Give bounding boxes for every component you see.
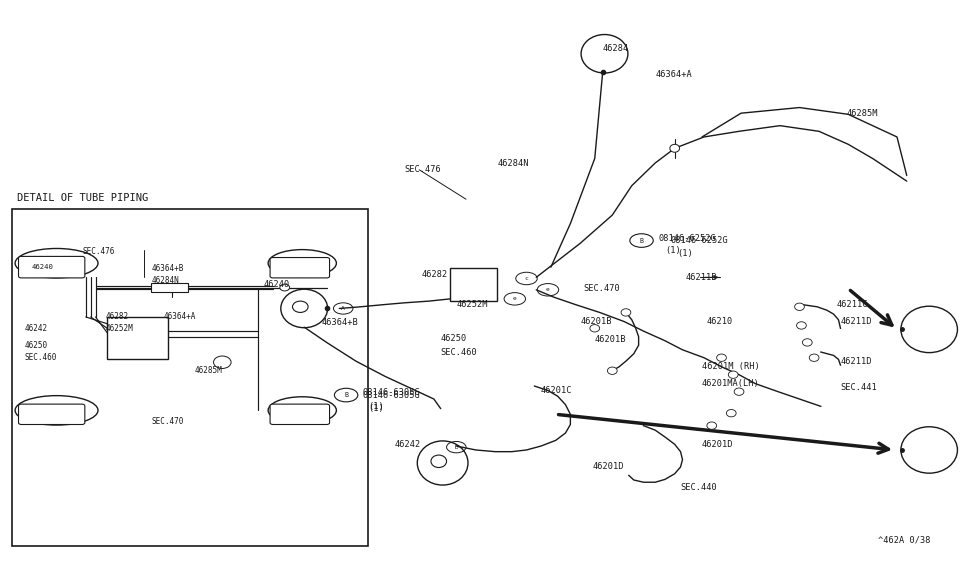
Text: 46211D: 46211D bbox=[840, 357, 872, 366]
Ellipse shape bbox=[16, 396, 98, 425]
Text: SEC.441: SEC.441 bbox=[840, 383, 878, 392]
Ellipse shape bbox=[268, 250, 336, 277]
Ellipse shape bbox=[281, 289, 328, 328]
Ellipse shape bbox=[901, 306, 957, 353]
Ellipse shape bbox=[214, 356, 231, 368]
Text: e: e bbox=[546, 288, 550, 292]
Text: 46364+A: 46364+A bbox=[655, 70, 692, 79]
Ellipse shape bbox=[707, 422, 717, 429]
Bar bbox=[107, 317, 168, 359]
Text: 46201M (RH): 46201M (RH) bbox=[702, 362, 760, 371]
Text: 46284N: 46284N bbox=[151, 276, 178, 285]
Text: DETAIL OF TUBE PIPING: DETAIL OF TUBE PIPING bbox=[17, 192, 148, 203]
Text: SEC.476: SEC.476 bbox=[83, 247, 115, 256]
Ellipse shape bbox=[726, 410, 736, 417]
Text: 46242: 46242 bbox=[395, 440, 421, 449]
Text: 46252M: 46252M bbox=[456, 300, 488, 309]
Text: 46242: 46242 bbox=[24, 324, 48, 333]
Text: 46250: 46250 bbox=[24, 341, 48, 350]
Ellipse shape bbox=[581, 35, 628, 73]
Text: A: A bbox=[341, 306, 345, 311]
Text: 08146-6305G: 08146-6305G bbox=[363, 388, 420, 397]
Text: (1): (1) bbox=[369, 402, 384, 411]
Text: 46364+B: 46364+B bbox=[151, 264, 183, 273]
FancyBboxPatch shape bbox=[19, 256, 85, 278]
Ellipse shape bbox=[280, 284, 290, 291]
Text: SEC.470: SEC.470 bbox=[583, 284, 620, 293]
FancyBboxPatch shape bbox=[270, 258, 330, 278]
Text: SEC.476: SEC.476 bbox=[405, 165, 442, 174]
Bar bbox=[450, 268, 497, 301]
Text: (1): (1) bbox=[678, 248, 693, 258]
Text: 46364+A: 46364+A bbox=[164, 312, 196, 321]
Ellipse shape bbox=[607, 367, 617, 375]
Text: 46240: 46240 bbox=[31, 264, 53, 271]
Text: 46285M: 46285M bbox=[846, 109, 878, 118]
Ellipse shape bbox=[621, 309, 631, 316]
Ellipse shape bbox=[809, 354, 819, 362]
Text: 08146-6252G: 08146-6252G bbox=[658, 234, 716, 243]
Ellipse shape bbox=[901, 427, 957, 473]
Text: 46364+B: 46364+B bbox=[322, 318, 359, 327]
Text: 46282: 46282 bbox=[421, 270, 448, 279]
Text: 46250: 46250 bbox=[441, 334, 467, 343]
Text: (1): (1) bbox=[665, 246, 681, 255]
Text: 46284: 46284 bbox=[603, 44, 629, 53]
Text: B: B bbox=[640, 238, 644, 243]
Text: SEC.460: SEC.460 bbox=[441, 348, 478, 357]
Text: 46282: 46282 bbox=[105, 312, 129, 321]
Text: SEC.460: SEC.460 bbox=[24, 353, 57, 362]
Text: B: B bbox=[344, 392, 348, 398]
Ellipse shape bbox=[734, 388, 744, 395]
Text: e: e bbox=[513, 297, 517, 301]
Ellipse shape bbox=[797, 321, 806, 329]
Text: 46284N: 46284N bbox=[497, 158, 528, 168]
Ellipse shape bbox=[417, 441, 468, 485]
Text: 46240: 46240 bbox=[263, 280, 290, 289]
Bar bbox=[12, 209, 368, 546]
Text: (1): (1) bbox=[369, 404, 384, 413]
Text: 46210: 46210 bbox=[707, 317, 733, 326]
Ellipse shape bbox=[795, 303, 804, 310]
Text: SEC.440: SEC.440 bbox=[681, 483, 718, 492]
Ellipse shape bbox=[16, 248, 98, 278]
Text: 08146-6252G: 08146-6252G bbox=[671, 236, 728, 245]
Ellipse shape bbox=[292, 301, 308, 312]
Text: SEC.470: SEC.470 bbox=[151, 417, 183, 426]
Text: 46211D: 46211D bbox=[840, 317, 872, 326]
FancyBboxPatch shape bbox=[270, 404, 330, 424]
Text: 46201D: 46201D bbox=[702, 440, 733, 449]
Ellipse shape bbox=[268, 397, 336, 424]
Text: 08146-6305G: 08146-6305G bbox=[363, 391, 420, 400]
Text: 46252M: 46252M bbox=[105, 324, 133, 333]
Text: 46211B: 46211B bbox=[685, 273, 717, 282]
Text: ^462A 0/38: ^462A 0/38 bbox=[878, 535, 930, 544]
Ellipse shape bbox=[802, 338, 812, 346]
Text: D: D bbox=[454, 445, 458, 449]
Text: c: c bbox=[525, 276, 528, 281]
Text: 46284: 46284 bbox=[307, 264, 331, 273]
Text: 46201B: 46201B bbox=[595, 335, 626, 344]
Text: 46285M: 46285M bbox=[195, 366, 222, 375]
Ellipse shape bbox=[717, 354, 726, 362]
Text: 46201D: 46201D bbox=[593, 462, 624, 471]
Text: 46201C: 46201C bbox=[540, 386, 571, 395]
Bar bbox=[151, 283, 188, 292]
Text: 46211C: 46211C bbox=[837, 300, 868, 309]
Text: 46201B: 46201B bbox=[580, 317, 611, 326]
Text: 46201MA(LH): 46201MA(LH) bbox=[702, 379, 760, 388]
FancyBboxPatch shape bbox=[19, 404, 85, 424]
Ellipse shape bbox=[728, 371, 738, 378]
Ellipse shape bbox=[670, 144, 680, 152]
Ellipse shape bbox=[590, 325, 600, 332]
Ellipse shape bbox=[431, 455, 447, 468]
